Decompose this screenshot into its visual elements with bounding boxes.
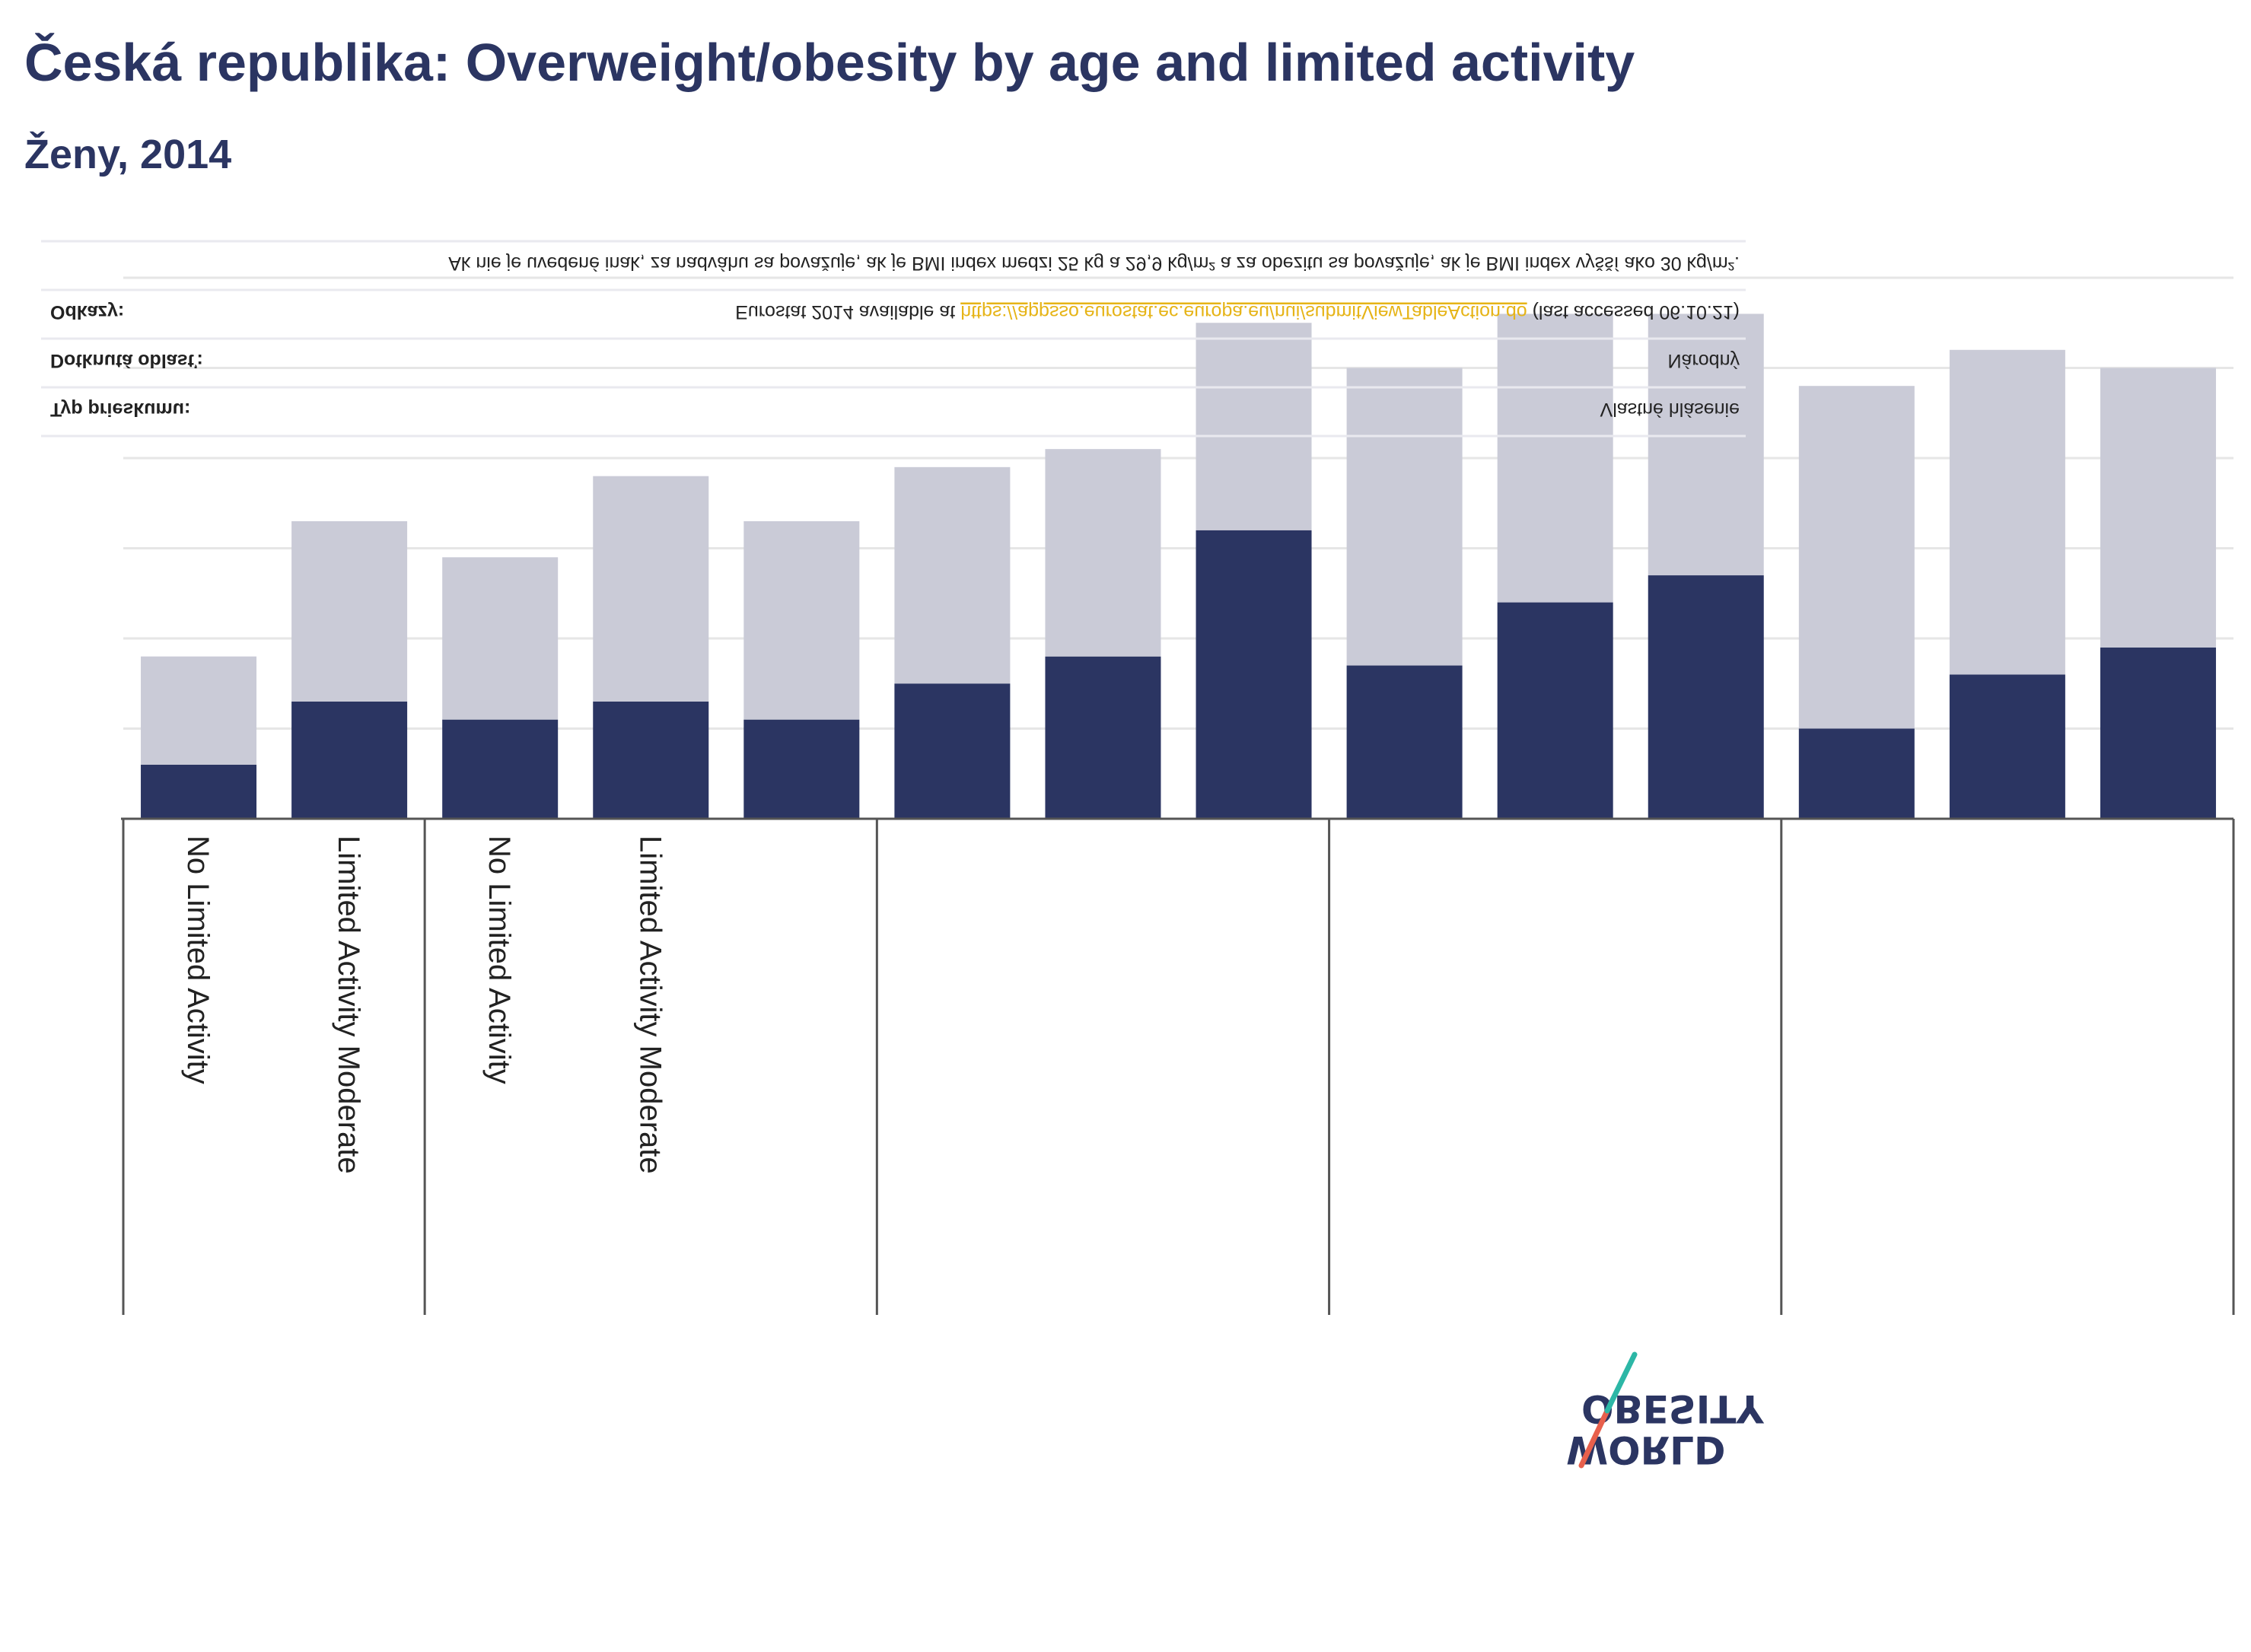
notes-references-link[interactable]: https://appsso.eurostat.ec.europa.eu/nui… (960, 301, 1527, 323)
bars (141, 314, 2216, 819)
notes-area-label: Dotknutá oblasť: (50, 350, 203, 371)
bar-obesity (141, 764, 257, 819)
x-tick-label: No Limited Activity (181, 836, 215, 1084)
x-axis (121, 817, 2235, 1315)
bar-obesity (1196, 530, 1312, 819)
notes-references-prefix: Eurostat 2014 available at (735, 301, 955, 323)
logo-slash-red (1578, 1408, 1610, 1469)
bar-overweight (141, 656, 257, 765)
bar-overweight (1497, 314, 1613, 603)
logo-slash-teal (1604, 1351, 1638, 1414)
bar-obesity (1045, 656, 1161, 819)
bar-obesity (1497, 602, 1613, 819)
gridlines (123, 276, 2233, 820)
bar-overweight (894, 466, 1011, 684)
bar-obesity (442, 719, 559, 819)
bar-overweight (2100, 368, 2216, 648)
bar-overweight (593, 476, 709, 702)
x-tick-label: Limited Activity Moderate (332, 836, 365, 1174)
logo-line1: OBESITY (1581, 1386, 1764, 1431)
bar-overweight (291, 520, 408, 702)
bar-obesity (1648, 575, 1764, 819)
bar-obesity (291, 701, 408, 819)
bar-overweight (1648, 314, 1764, 576)
world-obesity-logo: OBESITY WORLD (1566, 1351, 1764, 1472)
notes-panel: Ak nie je uvedené inak, za nadváhu sa po… (41, 240, 1746, 438)
notes-survey-value: Vlastné hlásenie (1600, 399, 1740, 420)
bar-overweight (743, 520, 860, 720)
bar-overweight (1045, 449, 1161, 657)
notes-references-label: Odkazy: (50, 301, 124, 323)
notes-area-value: Národný (1668, 350, 1740, 371)
notes-survey-label: Typ prieskumu: (50, 399, 190, 420)
x-tick-label: Limited Activity Moderate (633, 836, 667, 1174)
x-tick-label: No Limited Activity (482, 836, 516, 1084)
bar-overweight (442, 557, 559, 720)
bar-overweight (1798, 386, 1915, 729)
bar-obesity (743, 719, 860, 819)
bar-obesity (2100, 647, 2216, 819)
notes-references-suffix: (last accessed 06.10.21) (1533, 301, 1740, 323)
bar-obesity (1949, 674, 2065, 819)
chart-title: Česká republika: Overweight/obesity by a… (24, 33, 1635, 92)
x-tick-labels: No Limited Activity Limited Activity Mode… (181, 836, 667, 1174)
notes-definition: Ak nie je uvedené inak, za nadváhu sa po… (448, 253, 1740, 274)
logo-line2: WORLD (1566, 1428, 1726, 1472)
bar-obesity (1798, 728, 1915, 819)
bar-overweight (1196, 323, 1312, 530)
bar-obesity (1346, 665, 1463, 819)
bar-obesity (894, 683, 1011, 819)
bar-overweight (1346, 368, 1463, 666)
chart-subtitle: Ženy, 2014 (24, 132, 232, 177)
bar-overweight (1949, 349, 2065, 675)
notes-references: Eurostat 2014 available at https://appss… (735, 301, 1740, 323)
bar-obesity (593, 701, 709, 819)
